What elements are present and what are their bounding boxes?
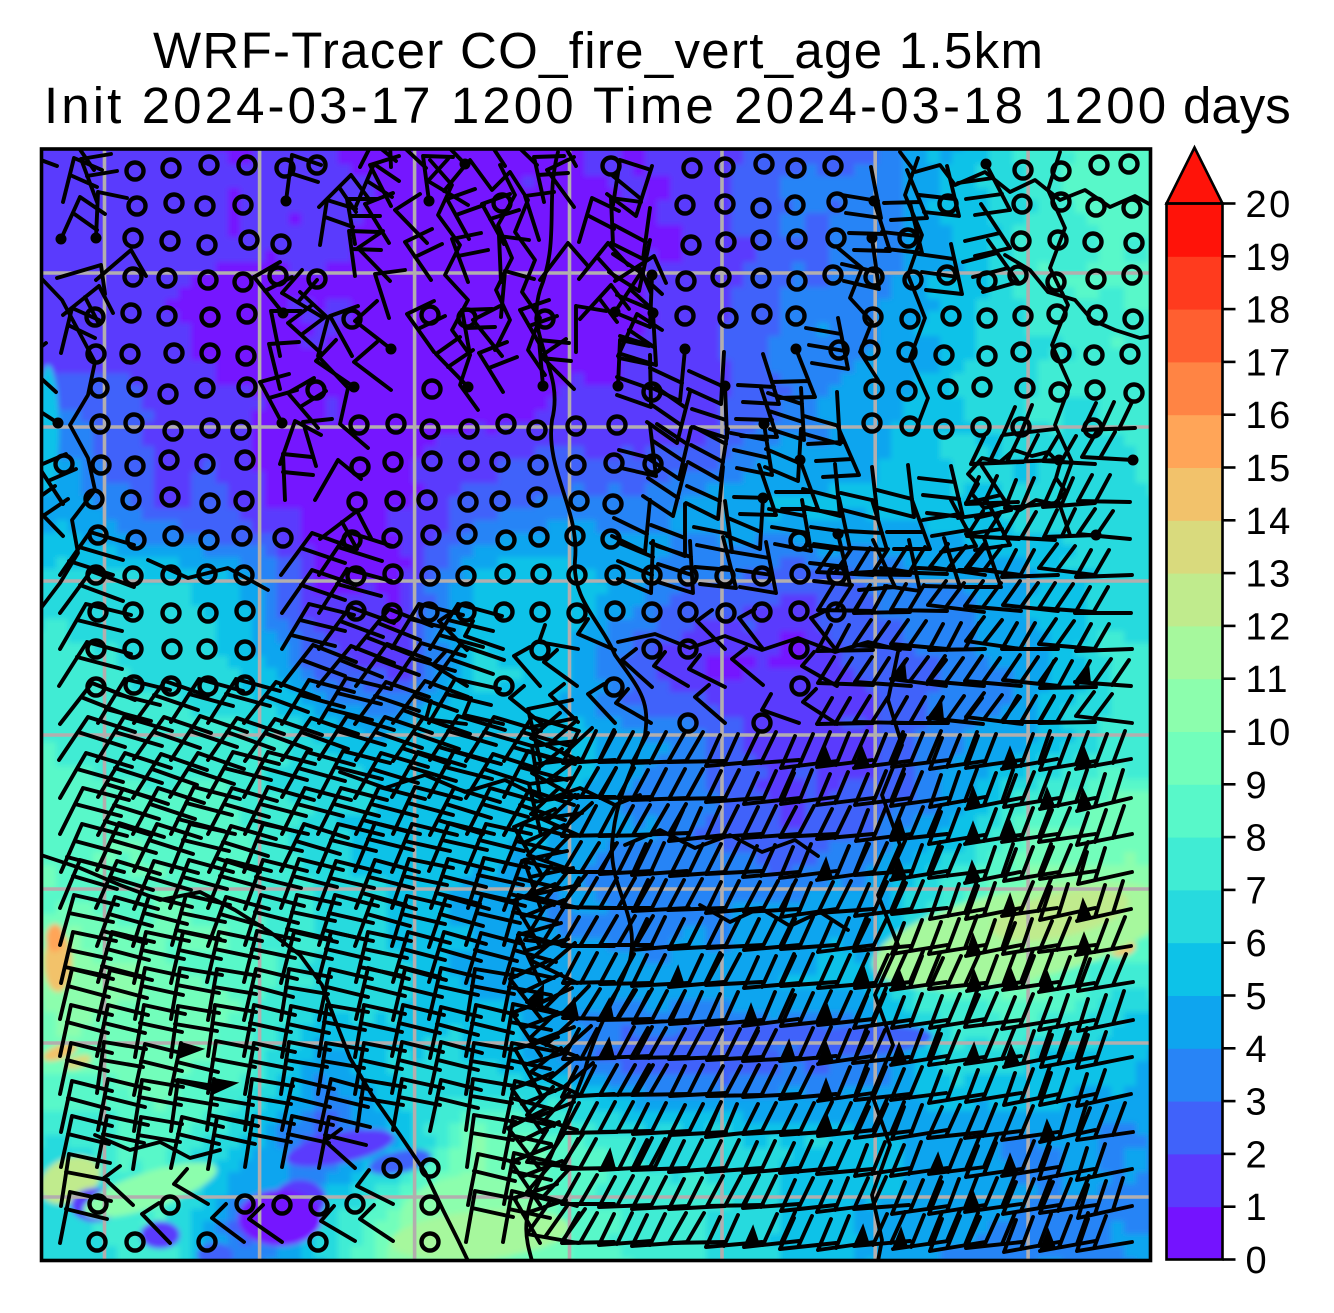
svg-text:3: 3 xyxy=(1246,1082,1270,1124)
svg-text:19: 19 xyxy=(1246,237,1293,279)
svg-text:17: 17 xyxy=(1246,342,1293,384)
svg-text:16: 16 xyxy=(1246,395,1293,437)
svg-text:6: 6 xyxy=(1246,923,1270,965)
svg-text:WRF-Tracer CO_fire_vert_age 1.: WRF-Tracer CO_fire_vert_age 1.5km xyxy=(153,22,1044,79)
svg-text:Init 2024-03-17 1200 Time 2024: Init 2024-03-17 1200 Time 2024-03-18 120… xyxy=(44,77,1169,134)
svg-text:9: 9 xyxy=(1246,765,1270,807)
svg-text:12: 12 xyxy=(1246,606,1293,648)
svg-text:13: 13 xyxy=(1246,554,1293,596)
svg-text:15: 15 xyxy=(1246,448,1293,490)
svg-text:18: 18 xyxy=(1246,290,1293,332)
svg-text:2: 2 xyxy=(1246,1134,1270,1176)
svg-text:14: 14 xyxy=(1246,501,1293,543)
svg-text:7: 7 xyxy=(1246,870,1270,912)
svg-text:days: days xyxy=(1183,77,1291,134)
svg-text:5: 5 xyxy=(1246,976,1270,1018)
svg-text:0: 0 xyxy=(1246,1240,1270,1282)
svg-text:4: 4 xyxy=(1246,1029,1270,1071)
svg-text:1: 1 xyxy=(1246,1187,1270,1229)
svg-text:8: 8 xyxy=(1246,818,1270,860)
svg-text:20: 20 xyxy=(1246,184,1293,226)
svg-text:11: 11 xyxy=(1246,659,1290,701)
svg-text:10: 10 xyxy=(1246,712,1293,754)
